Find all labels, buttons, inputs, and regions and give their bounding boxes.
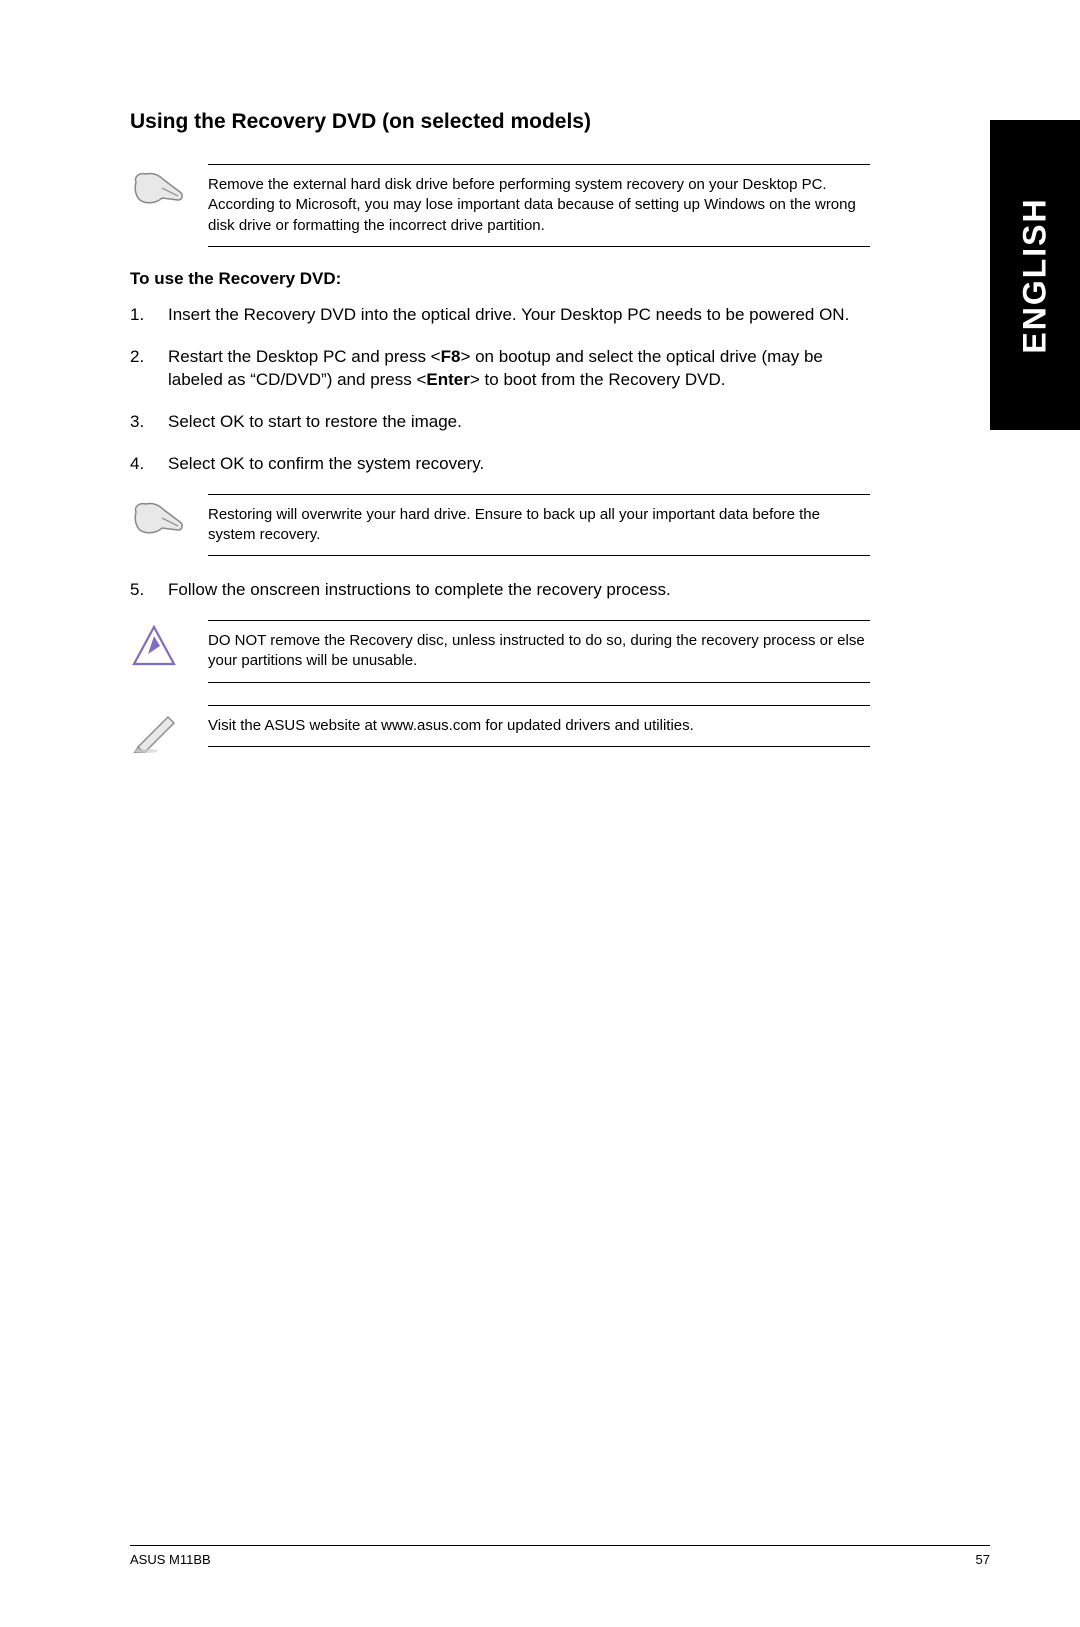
key-enter: Enter bbox=[426, 370, 469, 389]
warning-callout-text: DO NOT remove the Recovery disc, unless … bbox=[208, 620, 870, 683]
key-f8: F8 bbox=[441, 347, 461, 366]
step-1: Insert the Recovery DVD into the optical… bbox=[130, 303, 870, 327]
info-callout: Visit the ASUS website at www.asus.com f… bbox=[130, 705, 870, 753]
step-3: Select OK to start to restore the image. bbox=[130, 410, 870, 434]
note-callout-2: Restoring will overwrite your hard drive… bbox=[130, 494, 870, 557]
step-4: Select OK to confirm the system recovery… bbox=[130, 452, 870, 476]
hand-point-icon bbox=[130, 164, 190, 210]
sub-heading: To use the Recovery DVD: bbox=[130, 269, 870, 289]
step-2: Restart the Desktop PC and press <F8> on… bbox=[130, 345, 870, 393]
page-footer: ASUS M11BB 57 bbox=[130, 1545, 990, 1567]
step-5: Follow the onscreen instructions to comp… bbox=[130, 578, 870, 602]
pencil-icon bbox=[130, 705, 190, 753]
note-callout-1: Remove the external hard disk drive befo… bbox=[130, 164, 870, 247]
steps-list-2: Follow the onscreen instructions to comp… bbox=[130, 578, 870, 602]
step-2-part-c: > to boot from the Recovery DVD. bbox=[470, 370, 726, 389]
hand-point-icon bbox=[130, 494, 190, 540]
footer-page-number: 57 bbox=[976, 1552, 990, 1567]
note-callout-2-text: Restoring will overwrite your hard drive… bbox=[208, 494, 870, 557]
warning-triangle-icon bbox=[130, 620, 190, 668]
note-callout-1-text: Remove the external hard disk drive befo… bbox=[208, 164, 870, 247]
footer-model: ASUS M11BB bbox=[130, 1552, 211, 1567]
warning-callout: DO NOT remove the Recovery disc, unless … bbox=[130, 620, 870, 683]
info-callout-text: Visit the ASUS website at www.asus.com f… bbox=[208, 705, 870, 747]
main-heading: Using the Recovery DVD (on selected mode… bbox=[130, 110, 870, 134]
step-2-part-a: Restart the Desktop PC and press < bbox=[168, 347, 441, 366]
page-content: Using the Recovery DVD (on selected mode… bbox=[0, 0, 1080, 1627]
steps-list: Insert the Recovery DVD into the optical… bbox=[130, 303, 870, 476]
